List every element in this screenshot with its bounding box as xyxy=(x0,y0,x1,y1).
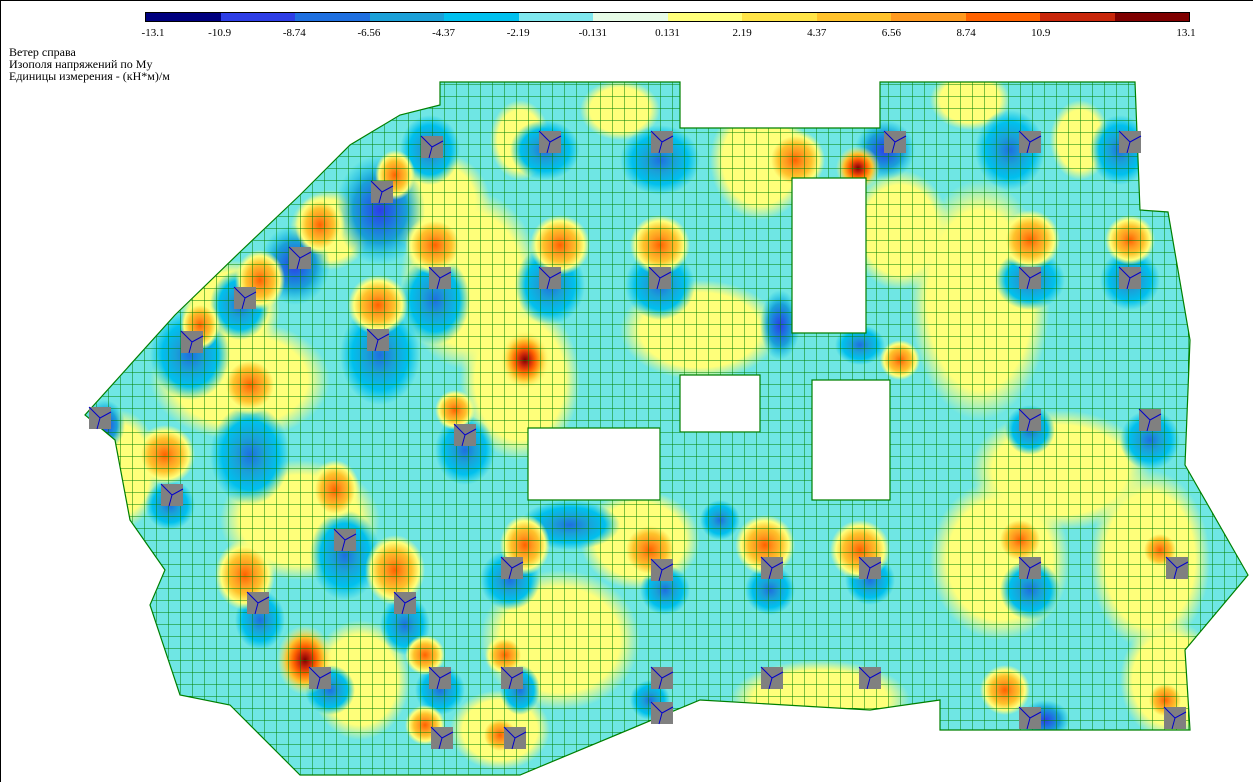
scale-tick-label: 4.37 xyxy=(807,27,827,39)
scale-tick-label: -10.9 xyxy=(208,27,232,39)
column-support xyxy=(538,130,562,154)
color-scale-labels: -13.1 -10.9 -8.74 -6.56 -4.37 -2.19 -0.131 0.13… xyxy=(141,27,1196,41)
scale-tick-label: 6.56 xyxy=(881,27,902,39)
column-support xyxy=(1018,130,1042,154)
column-support xyxy=(1018,556,1042,580)
column-support xyxy=(1165,556,1189,580)
column-support xyxy=(1163,706,1187,730)
column-support xyxy=(233,286,257,310)
scale-swatch xyxy=(742,13,817,21)
load-case-label: Ветер справа xyxy=(9,45,76,59)
scale-swatch xyxy=(1040,13,1115,21)
column-support xyxy=(1018,706,1042,730)
color-scale-bar xyxy=(145,12,1190,22)
column-support xyxy=(650,701,674,725)
column-support xyxy=(246,591,270,615)
column-support xyxy=(370,180,394,204)
scale-tick-label: 8.74 xyxy=(956,27,976,39)
column-support xyxy=(648,266,672,290)
scale-tick-label: -8.74 xyxy=(282,27,306,39)
scale-tick-label: 2.19 xyxy=(732,27,752,39)
scale-swatch xyxy=(295,13,370,21)
scale-tick-label: -2.19 xyxy=(506,27,530,39)
column-support xyxy=(288,246,312,270)
column-support xyxy=(88,406,112,430)
column-support xyxy=(428,666,452,690)
column-support xyxy=(1018,266,1042,290)
column-support xyxy=(1018,408,1042,432)
column-support xyxy=(428,266,452,290)
columns xyxy=(88,130,1189,750)
column-support xyxy=(1118,130,1142,154)
contour-blob xyxy=(110,575,140,615)
column-support xyxy=(420,135,444,159)
scale-swatch xyxy=(1114,13,1189,21)
scale-swatch xyxy=(444,13,519,21)
column-support xyxy=(1138,408,1162,432)
scale-swatch xyxy=(891,13,966,21)
column-support xyxy=(500,666,524,690)
scale-tick-label: -4.37 xyxy=(432,27,456,39)
scale-swatch xyxy=(965,13,1040,21)
column-support xyxy=(538,266,562,290)
scale-swatch xyxy=(593,13,668,21)
scale-swatch xyxy=(667,13,742,21)
column-support xyxy=(858,666,882,690)
scale-tick-label: -6.56 xyxy=(357,27,381,39)
scale-tick-label: 13.1 xyxy=(1176,27,1196,39)
column-support xyxy=(650,666,674,690)
column-support xyxy=(858,556,882,580)
scale-swatch xyxy=(220,13,295,21)
column-support xyxy=(453,423,477,447)
column-support xyxy=(366,328,390,352)
result-type-label: Изополя напряжений по My xyxy=(9,57,153,71)
column-support xyxy=(1118,266,1142,290)
column-support xyxy=(333,528,357,552)
scale-tick-label: -13.1 xyxy=(141,27,165,39)
units-label: Единицы измерения - (кН*м)/м xyxy=(9,69,170,83)
column-support xyxy=(503,726,527,750)
column-support xyxy=(760,666,784,690)
column-support xyxy=(650,130,674,154)
result-caption: Ветер справа Изополя напряжений по My Ед… xyxy=(9,46,170,82)
column-support xyxy=(160,483,184,507)
scale-tick-label: 10.9 xyxy=(1031,27,1051,39)
column-support xyxy=(760,556,784,580)
column-support xyxy=(393,591,417,615)
scale-swatch xyxy=(518,13,593,21)
scale-tick-label: 0.131 xyxy=(655,27,680,39)
column-support xyxy=(180,330,204,354)
scale-swatch xyxy=(816,13,891,21)
scale-tick-label: -0.131 xyxy=(578,27,608,39)
scale-swatch xyxy=(146,13,221,21)
column-support xyxy=(500,556,524,580)
scale-swatch xyxy=(369,13,444,21)
column-support xyxy=(883,130,907,154)
column-support xyxy=(650,558,674,582)
column-support xyxy=(430,726,454,750)
column-support xyxy=(308,666,332,690)
